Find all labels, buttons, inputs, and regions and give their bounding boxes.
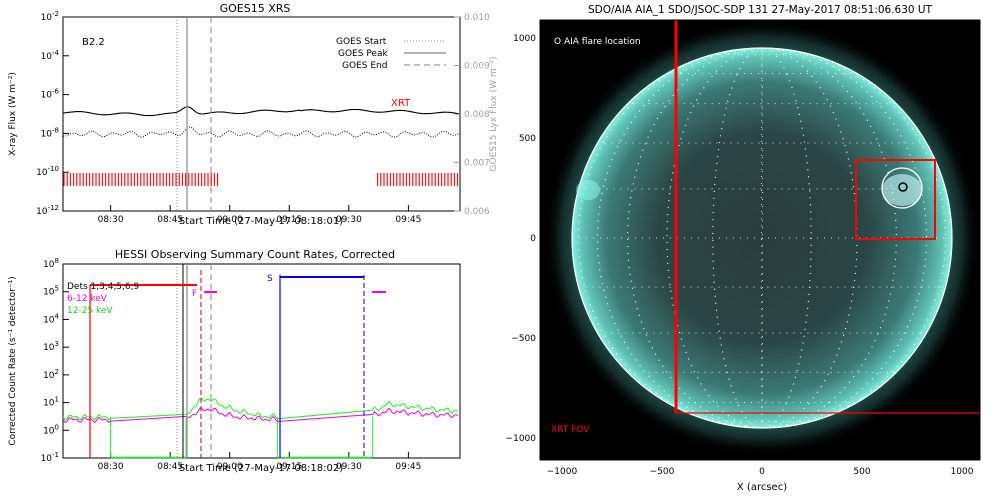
goes-class-label: B2.2	[82, 37, 105, 48]
xrt-label: XRT	[391, 98, 411, 109]
sun-limb-outline	[571, 47, 953, 429]
hessi-y-tick-label: 100	[43, 423, 59, 436]
hessi-xlabel: Start Time (27-May-17 08:18:02)	[179, 463, 343, 474]
sdo-x-tick-label: 1000	[951, 467, 974, 477]
legend-hessi-dets: Dets 1,3,4,5,6,9	[67, 282, 139, 292]
sdo-y-tick-label: −1000	[506, 434, 537, 444]
goes-x-tick-label: 09:15	[276, 215, 302, 225]
goes-x-ticks: 08:30 08:45 09:00 09:15 09:30 09:45	[98, 205, 421, 225]
goes-x-tick-label: 09:00	[217, 215, 243, 225]
hessi-y-tick-label: 105	[43, 285, 59, 298]
legend-goes-peak: GOES Peak	[338, 49, 388, 59]
hessi-plot-frame	[62, 263, 461, 459]
legend-goes-start: GOES Start	[336, 37, 387, 47]
goes-y2-ticks: 0.010 0.009 0.008 0.007 0.006	[454, 13, 490, 217]
goes-y-tick-label: 10-10	[36, 165, 59, 178]
goes-xlabel: Start Time (27-May-17 08:18:01)	[179, 216, 343, 227]
flare-location-circle	[881, 167, 923, 209]
goes-y-tick-label: 10-12	[36, 204, 59, 217]
flare-zoom-box	[855, 159, 936, 240]
goes-legend: GOES Start GOES Peak GOES End	[336, 37, 446, 71]
hessi-x-tick-label: 09:00	[217, 462, 243, 472]
hessi-y-tick-label: 103	[43, 340, 59, 353]
hessi-x-tick-label: 09:15	[276, 462, 302, 472]
sdo-y-tick-label: 1000	[513, 34, 536, 44]
sdo-y-ticks: 1000 500 0 −500 −1000	[506, 34, 546, 444]
sdo-x-ticks: −1000 −500 0 500 1000	[547, 454, 974, 477]
goes-y-ticks: 10-2 10-4 10-6 10-8 10-10 10-12	[36, 10, 69, 217]
hessi-x-tick-label: 08:30	[98, 462, 124, 472]
hessi-baseline-segments	[110, 417, 374, 459]
sdo-x-tick-label: −1000	[547, 467, 578, 477]
hessi-6-12kev-line	[62, 407, 459, 424]
sdo-xrt-fov-label: XRT FOV	[551, 425, 590, 435]
goes-title: GOES15 XRS	[220, 2, 291, 15]
sdo-title: SDO/AIA AIA_1 SDO/JSOC-SDP 131 27-May-20…	[588, 4, 933, 16]
sdo-x-tick-label: 0	[759, 467, 765, 477]
hessi-flag-s: S	[267, 274, 273, 284]
goes-y-tick-label: 10-2	[41, 10, 59, 23]
goes-y-tick-label: 10-6	[41, 88, 60, 101]
hessi-y-tick-label: 101	[43, 396, 59, 409]
hessi-12-25kev-line	[62, 397, 459, 421]
grid-longitude-line	[761, 47, 763, 429]
goes-x-tick-label: 08:45	[157, 215, 183, 225]
legend-hessi-12-25: 12-25 keV	[67, 306, 113, 316]
sdo-y-tick-label: 0	[530, 234, 536, 244]
goes-panel: GOES15 XRS 10-2 10-4 10-6 10-8 10-10 10-12 0.…	[8, 2, 499, 227]
hessi-x-tick-label: 09:30	[336, 462, 362, 472]
goes-long-channel-line	[62, 106, 460, 117]
sdo-x-tick-label: 500	[853, 467, 870, 477]
sdo-xlabel: X (arcsec)	[737, 482, 787, 493]
sdo-plot-frame	[539, 19, 981, 461]
sdo-y-tick-label: 500	[519, 134, 536, 144]
goes-y2-tick-label: 0.009	[464, 62, 490, 72]
goes-y2-tick-label: 0.007	[464, 159, 490, 169]
hessi-y-tick-label: 10-1	[41, 451, 59, 464]
sdo-flare-label: O AIA flare location	[554, 37, 641, 47]
hessi-title: HESSI Observing Summary Count Rates, Cor…	[115, 248, 395, 261]
hessi-y-tick-label: 102	[43, 368, 59, 381]
legend-goes-end: GOES End	[342, 61, 387, 71]
xrt-coverage-bars	[63, 173, 459, 186]
hessi-y-tick-label: 108	[43, 257, 59, 270]
goes-ylabel: X-ray Flux (W m⁻²)	[8, 72, 18, 156]
goes-y2label: GOES15 Lyx Flux (W m⁻²)	[489, 57, 499, 172]
sdo-x-tick-label: −500	[650, 467, 675, 477]
sdo-y-tick-label: −500	[511, 334, 536, 344]
hessi-y-tick-label: 104	[43, 312, 59, 325]
sdo-panel: SDO/AIA AIA_1 SDO/JSOC-SDP 131 27-May-20…	[506, 4, 981, 493]
hessi-panel: HESSI Observing Summary Count Rates, Cor…	[8, 248, 461, 474]
goes-y2-tick-label: 0.010	[464, 13, 490, 23]
goes-y2-tick-label: 0.008	[464, 110, 490, 120]
hessi-x-tick-label: 08:45	[157, 462, 183, 472]
active-region-glow	[882, 174, 922, 206]
hessi-flag-f: F	[192, 289, 197, 299]
legend-hessi-6-12: 6-12 keV	[67, 294, 108, 304]
goes-lyx-line	[62, 126, 460, 138]
goes-y-tick-label: 10-8	[41, 126, 59, 139]
limb-brightening-east	[576, 180, 600, 200]
goes-y2-tick-label: 0.006	[464, 207, 490, 217]
hessi-x-tick-label: 09:45	[395, 462, 421, 472]
goes-x-tick-label: 08:30	[98, 215, 124, 225]
goes-x-tick-label: 09:30	[336, 215, 362, 225]
flare-core-marker	[898, 182, 908, 192]
hessi-y-ticks: 108 105 104 103 102 101 100 10-1	[41, 257, 69, 464]
hessi-legend: Dets 1,3,4,5,6,9 6-12 keV 12-25 keV	[67, 282, 139, 316]
hessi-ylabel: Corrected Count Rate (s⁻¹ detector⁻¹)	[8, 276, 18, 445]
goes-y-tick-label: 10-4	[41, 49, 60, 62]
hessi-x-ticks: 08:30 08:45 09:00 09:15 09:30 09:45	[98, 452, 421, 472]
goes-x-tick-label: 09:45	[395, 215, 421, 225]
